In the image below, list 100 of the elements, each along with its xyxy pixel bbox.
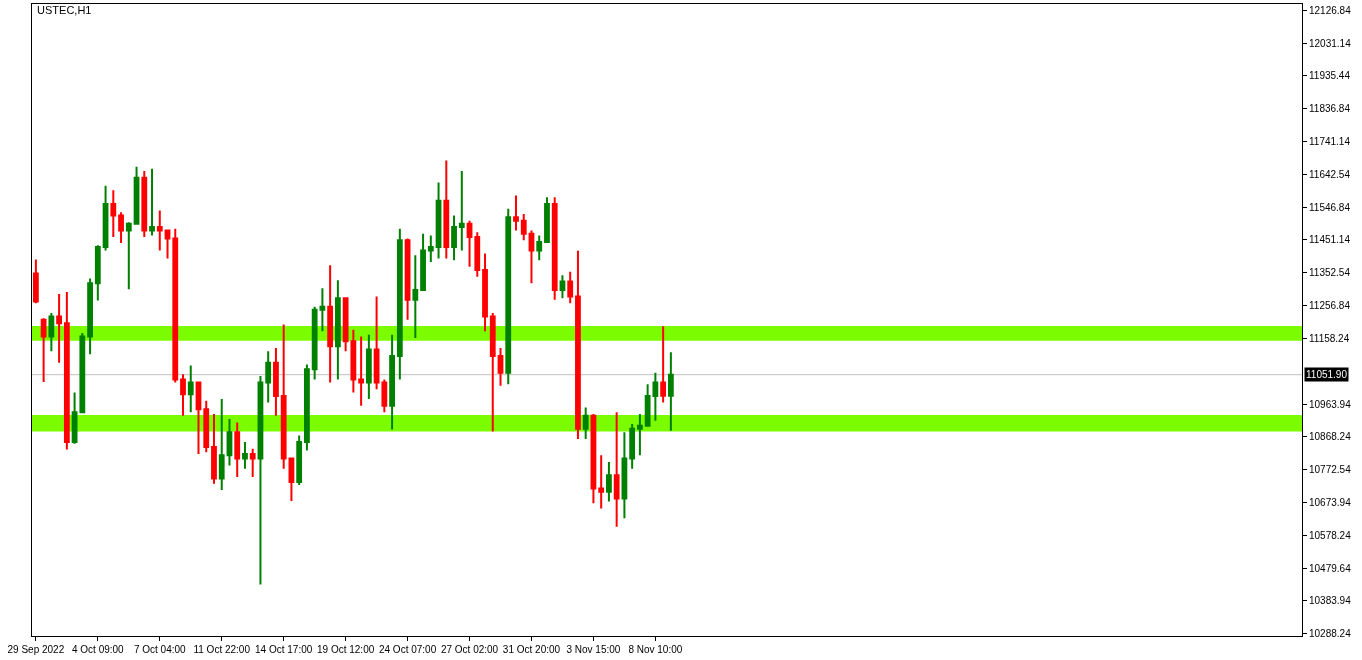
- candlestick: [420, 232, 426, 292]
- y-tick-label: 10673.94: [1309, 497, 1352, 509]
- candlestick: [226, 418, 233, 467]
- candlestick: [234, 421, 241, 478]
- candlestick: [63, 291, 70, 451]
- candlestick: [242, 441, 248, 470]
- y-tick-label: 12126.84: [1309, 5, 1352, 17]
- candlestick: [71, 391, 78, 445]
- y-tick-label: 11256.84: [1309, 299, 1351, 311]
- candlestick: [87, 277, 93, 356]
- candlestick: [249, 447, 256, 478]
- candlestick: [40, 317, 47, 384]
- y-tick-label: 10578.24: [1309, 529, 1352, 541]
- candlestick: [102, 184, 109, 252]
- candlestick: [118, 211, 124, 244]
- candlestick: [327, 264, 334, 384]
- candlestick: [296, 434, 303, 487]
- candlestick: [334, 279, 341, 381]
- candlestick: [520, 212, 527, 242]
- candlestick: [497, 346, 504, 387]
- y-tick-label: 11546.84: [1309, 201, 1351, 213]
- candlestick: [56, 293, 62, 364]
- candlestick: [32, 258, 39, 305]
- candlestick: [273, 346, 279, 417]
- y-tick-label: 10772.54: [1309, 463, 1352, 475]
- candlestick: [427, 234, 434, 263]
- x-tick-label: 3 Nov 15:00: [566, 644, 621, 655]
- candlestick: [443, 159, 450, 260]
- y-tick-label: 11935.44: [1309, 70, 1351, 82]
- candlestick: [567, 270, 574, 305]
- candlestick: [48, 312, 55, 353]
- chart-title: USTEC,H1: [37, 3, 92, 16]
- candlestick: [629, 423, 636, 470]
- candlestick: [265, 350, 272, 404]
- candlestick: [195, 381, 202, 455]
- candlestick: [489, 312, 496, 433]
- candlestick: [551, 196, 558, 301]
- candlestick: [187, 364, 194, 414]
- candlestick: [660, 325, 667, 404]
- y-tick-label: 10479.64: [1309, 562, 1352, 574]
- x-tick-label: 7 Oct 04:00: [133, 644, 187, 655]
- y-tick-label: 10383.94: [1309, 595, 1352, 607]
- y-tick-label: 11352.54: [1309, 267, 1351, 279]
- candlestick: [482, 252, 488, 333]
- candlestick: [110, 189, 117, 238]
- candlestick: [203, 399, 210, 454]
- y-tick-label: 10963.94: [1309, 398, 1352, 410]
- candlestick: [304, 363, 310, 452]
- candlestick: [141, 169, 148, 238]
- candlestick: [528, 229, 535, 285]
- candlestick: [412, 254, 419, 340]
- candlestick: [396, 227, 403, 381]
- candlestick: [458, 169, 465, 252]
- candlestick: [94, 244, 101, 302]
- y-tick-label: 10288.24: [1309, 627, 1352, 639]
- candlestick: [613, 411, 620, 528]
- candlestick: [319, 287, 326, 333]
- candlestick: [257, 375, 264, 586]
- candlestick: [311, 305, 318, 381]
- y-tick-label: 11158.24: [1309, 333, 1350, 345]
- candlestick: [621, 431, 628, 520]
- candlestick: [211, 412, 217, 485]
- candlestick: [180, 373, 186, 417]
- candlestick: [125, 221, 132, 291]
- candlestick: [218, 398, 225, 492]
- x-tick-label: 14 Oct 17:00: [255, 644, 313, 655]
- y-tick-label: 11642.54: [1309, 169, 1351, 181]
- candlestick: [389, 333, 395, 431]
- candlestick: [79, 332, 86, 414]
- x-tick-label: 8 Nov 10:00: [628, 644, 683, 655]
- candlestick: [582, 406, 589, 440]
- candlestick: [536, 234, 543, 262]
- candlestick: [149, 167, 155, 237]
- x-tick-label: 31 Oct 20:00: [502, 644, 561, 655]
- candlestick: [598, 454, 605, 510]
- y-tick-label: 12031.14: [1309, 37, 1352, 49]
- candlestick: [365, 333, 372, 401]
- y-tick-label: 10868.24: [1309, 431, 1352, 443]
- x-tick-label: 24 Oct 07:00: [378, 644, 437, 655]
- candlestick: [435, 181, 442, 260]
- y-tick-label: 11451.14: [1309, 234, 1351, 246]
- candlestick: [358, 335, 365, 407]
- candlestick: [544, 196, 550, 243]
- candlestick: [559, 274, 566, 300]
- candlestick: [280, 323, 287, 470]
- ref-line-label: 11051.90: [1306, 369, 1348, 380]
- candlestick: [288, 457, 295, 502]
- y-tick-label: 11836.84: [1309, 103, 1351, 115]
- candlestick: [667, 351, 674, 432]
- x-tick-label: 29 Sep 2022: [7, 644, 65, 655]
- candlestick: [172, 227, 179, 384]
- candlestick: [474, 231, 481, 278]
- candlestick: [133, 165, 140, 225]
- candlestick: [505, 207, 512, 386]
- candlestick: [156, 209, 163, 252]
- candlestick: [513, 194, 519, 232]
- candlestick: [575, 249, 581, 440]
- x-tick-label: 19 Oct 12:00: [317, 644, 375, 655]
- x-tick-label: 4 Oct 09:00: [71, 644, 125, 655]
- candlestick: [637, 412, 643, 457]
